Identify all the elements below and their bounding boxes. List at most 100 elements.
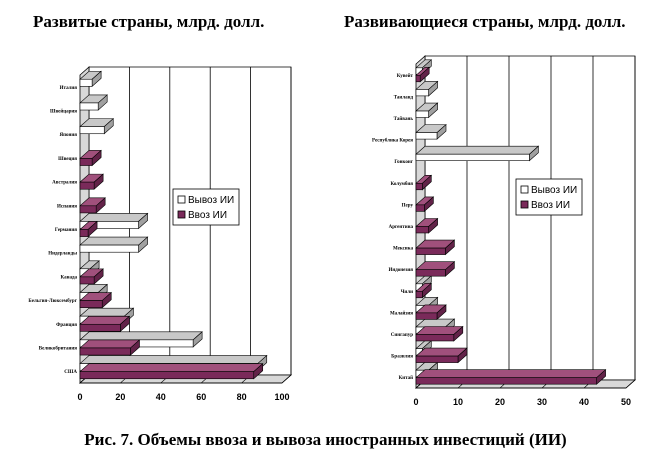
category-label: США: [64, 370, 77, 375]
x-tick-label: 0: [77, 392, 82, 402]
x-tick-label: 60: [196, 392, 206, 402]
x-tick-label: 40: [579, 397, 589, 407]
bar-export: [79, 236, 149, 253]
figure-caption: Рис. 7. Объемы ввоза и вывоза иностранны…: [84, 430, 567, 449]
x-tick-label: 30: [537, 397, 547, 407]
bar-import-front: [79, 323, 121, 332]
legend-label-export: Вывоз ИИ: [531, 185, 577, 196]
bar-import: [415, 304, 447, 321]
bar-import: [79, 315, 131, 333]
x-tick-label: 0: [413, 397, 418, 407]
bar-import-front: [79, 229, 89, 237]
category-label: Швейцария: [50, 110, 77, 115]
category-label: Колумбия: [390, 182, 413, 187]
legend-box: [172, 188, 240, 226]
legend-swatch-import: [520, 200, 529, 209]
bar-import: [415, 282, 433, 299]
bar-export-front: [79, 126, 105, 135]
x-tick-label: 10: [453, 397, 463, 407]
bar-import-front: [415, 226, 429, 234]
bar-import-front: [415, 290, 423, 299]
legend-swatch-export: [520, 185, 529, 194]
bar-export: [79, 94, 108, 111]
bar-export-top: [415, 145, 540, 155]
bar-export-front: [79, 244, 139, 253]
bar-export: [79, 212, 149, 230]
bar-import-front: [79, 181, 95, 190]
bar-import-front: [415, 204, 425, 212]
category-label: Италия: [60, 86, 78, 91]
x-tick-label: 50: [621, 397, 631, 407]
bar-import-front: [79, 205, 97, 214]
bar-import: [415, 325, 464, 342]
category-label: Нидерланды: [48, 252, 77, 257]
chart-title-developed: Развитые страны, млрд. долл.: [33, 12, 265, 31]
legend-swatch-import: [177, 210, 186, 219]
bar-import-front: [79, 347, 131, 356]
bar-import-front: [415, 183, 423, 191]
category-label: Гонконг: [394, 160, 413, 165]
bar-import: [79, 149, 102, 167]
category-label: Перу: [402, 203, 414, 208]
legend-label-import: Ввоз ИИ: [188, 210, 227, 221]
bar-export: [415, 102, 439, 119]
legend-label-export: Вывоз ИИ: [188, 195, 234, 206]
category-label: Канада: [61, 275, 78, 280]
bar-import-front: [415, 269, 446, 277]
floor-gridline: [625, 379, 636, 389]
category-label: Китай: [399, 376, 414, 381]
bar-import: [415, 369, 607, 385]
bar-export-front: [79, 78, 93, 87]
x-tick-label: 20: [495, 397, 505, 407]
bar-import-front: [415, 247, 446, 255]
bar-export-front: [79, 221, 139, 229]
bar-import-top: [415, 369, 607, 379]
bar-import-front: [415, 334, 455, 342]
bar-import: [79, 291, 113, 309]
bar-import: [79, 173, 104, 190]
bar-import: [415, 196, 435, 213]
bar-export-front: [415, 132, 438, 140]
x-tick-label: 80: [237, 392, 247, 402]
bar-import: [415, 261, 456, 277]
bar-import-front: [79, 158, 93, 166]
bar-import: [79, 362, 264, 380]
category-label: Индонезия: [389, 268, 414, 273]
bar-export-front: [415, 89, 429, 97]
x-tick-label: 40: [156, 392, 166, 402]
category-label: Австралия: [52, 181, 77, 186]
category-label: Республика Корея: [372, 139, 413, 144]
category-label: Швеция: [58, 157, 77, 162]
bar-import: [79, 197, 106, 214]
x-tick-label: 100: [274, 392, 289, 402]
bar-import-front: [415, 312, 438, 320]
floor-gridline: [281, 374, 292, 384]
bar-import-front: [79, 300, 103, 308]
legend-box: [515, 178, 583, 216]
category-label: Сингапур: [391, 333, 413, 338]
bar-import-front: [79, 276, 95, 285]
bar-import: [79, 268, 104, 285]
category-label: Бельгия-Люксембург: [28, 299, 77, 304]
bar-export: [415, 123, 447, 140]
bar-import: [415, 66, 430, 83]
bar-import: [79, 220, 98, 238]
bar-export: [415, 80, 439, 97]
bar-import-front: [415, 377, 597, 385]
category-label: Великобритания: [39, 346, 77, 351]
chart-title-developing: Развивающиеся страны, млрд. долл.: [344, 12, 626, 31]
category-label: Тайвань: [394, 117, 414, 122]
legend-swatch-export: [177, 195, 186, 204]
bar-import: [415, 174, 433, 191]
bar-import: [415, 239, 456, 256]
category-label: Испания: [57, 204, 77, 209]
category-label: Германия: [55, 228, 77, 233]
category-label: Франция: [56, 323, 77, 328]
category-label: Бразилия: [391, 355, 413, 360]
category-label: Мексика: [393, 247, 414, 252]
category-label: Аргентина: [389, 225, 414, 230]
bar-export: [79, 70, 102, 88]
bar-export-front: [415, 153, 530, 162]
x-tick-label: 20: [115, 392, 125, 402]
